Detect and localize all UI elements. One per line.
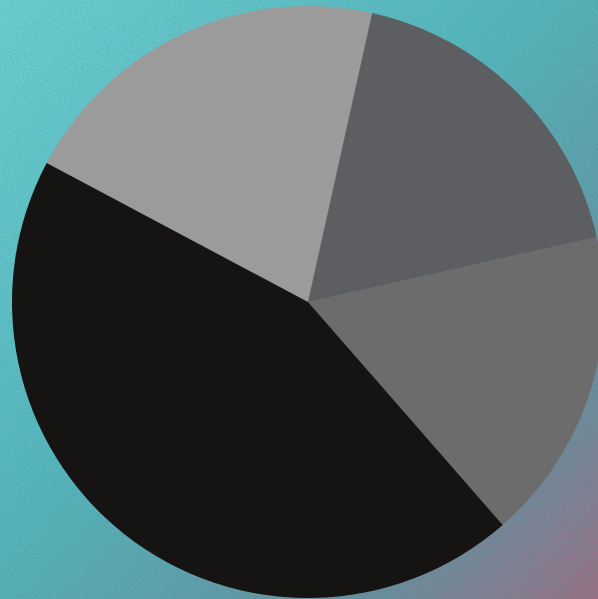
pie-slices [11, 6, 598, 598]
slice-mid-gray [308, 237, 598, 525]
slice-light-gray [46, 6, 373, 303]
slice-dark-slate [308, 13, 597, 303]
slice-black [11, 163, 503, 598]
